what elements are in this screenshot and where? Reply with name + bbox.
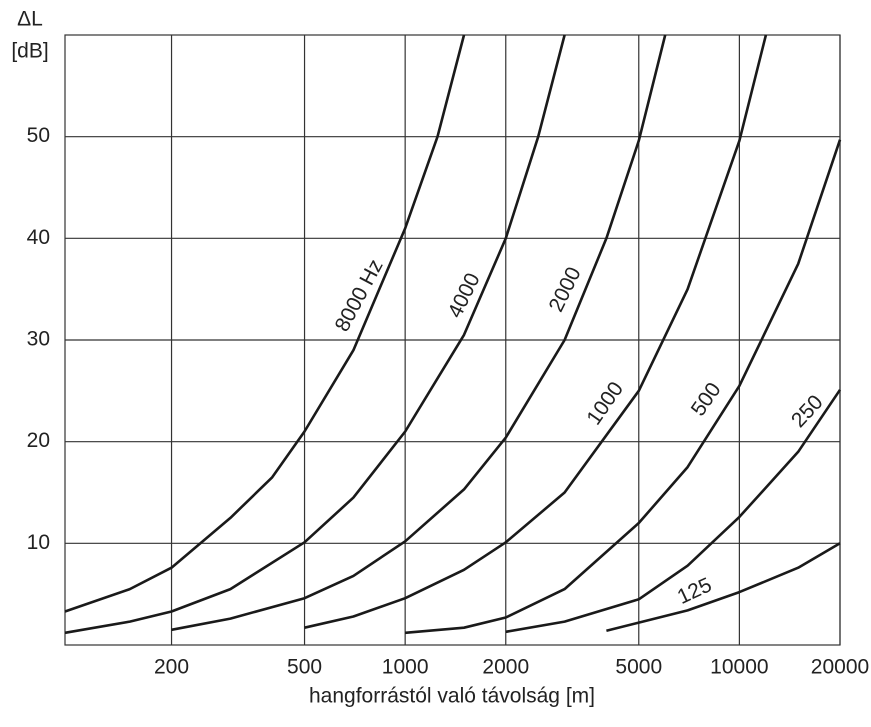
curve-label: 2000 (545, 264, 586, 316)
curve (606, 542, 841, 633)
curve (405, 139, 842, 635)
y-axis-unit: [dB] (11, 40, 48, 63)
x-tick-label: 200 (154, 656, 189, 679)
x-tick-label: 1000 (382, 656, 429, 679)
curve-label: 4000 (444, 270, 485, 322)
y-tick-label: 50 (27, 124, 50, 147)
x-axis-label: hangforrástól való távolság [m] (309, 685, 595, 708)
x-tick-label: 2000 (482, 656, 529, 679)
curve-label: 8000 Hz (331, 256, 388, 336)
y-tick-label: 20 (27, 429, 50, 452)
x-tick-label: 20000 (811, 656, 869, 679)
y-tick-label: 30 (27, 328, 50, 351)
curve (64, 34, 566, 635)
x-tick-label: 10000 (710, 656, 768, 679)
x-tick-label: 500 (287, 656, 322, 679)
curve (505, 389, 842, 634)
curve (304, 34, 768, 629)
y-axis-label: ΔL (17, 8, 43, 31)
curve-label: 1000 (582, 378, 628, 429)
y-tick-label: 10 (27, 531, 50, 554)
y-tick-label: 40 (27, 226, 50, 249)
curve (64, 34, 466, 613)
curve-label: 250 (787, 391, 828, 432)
x-tick-label: 5000 (615, 656, 662, 679)
curve (171, 34, 667, 632)
